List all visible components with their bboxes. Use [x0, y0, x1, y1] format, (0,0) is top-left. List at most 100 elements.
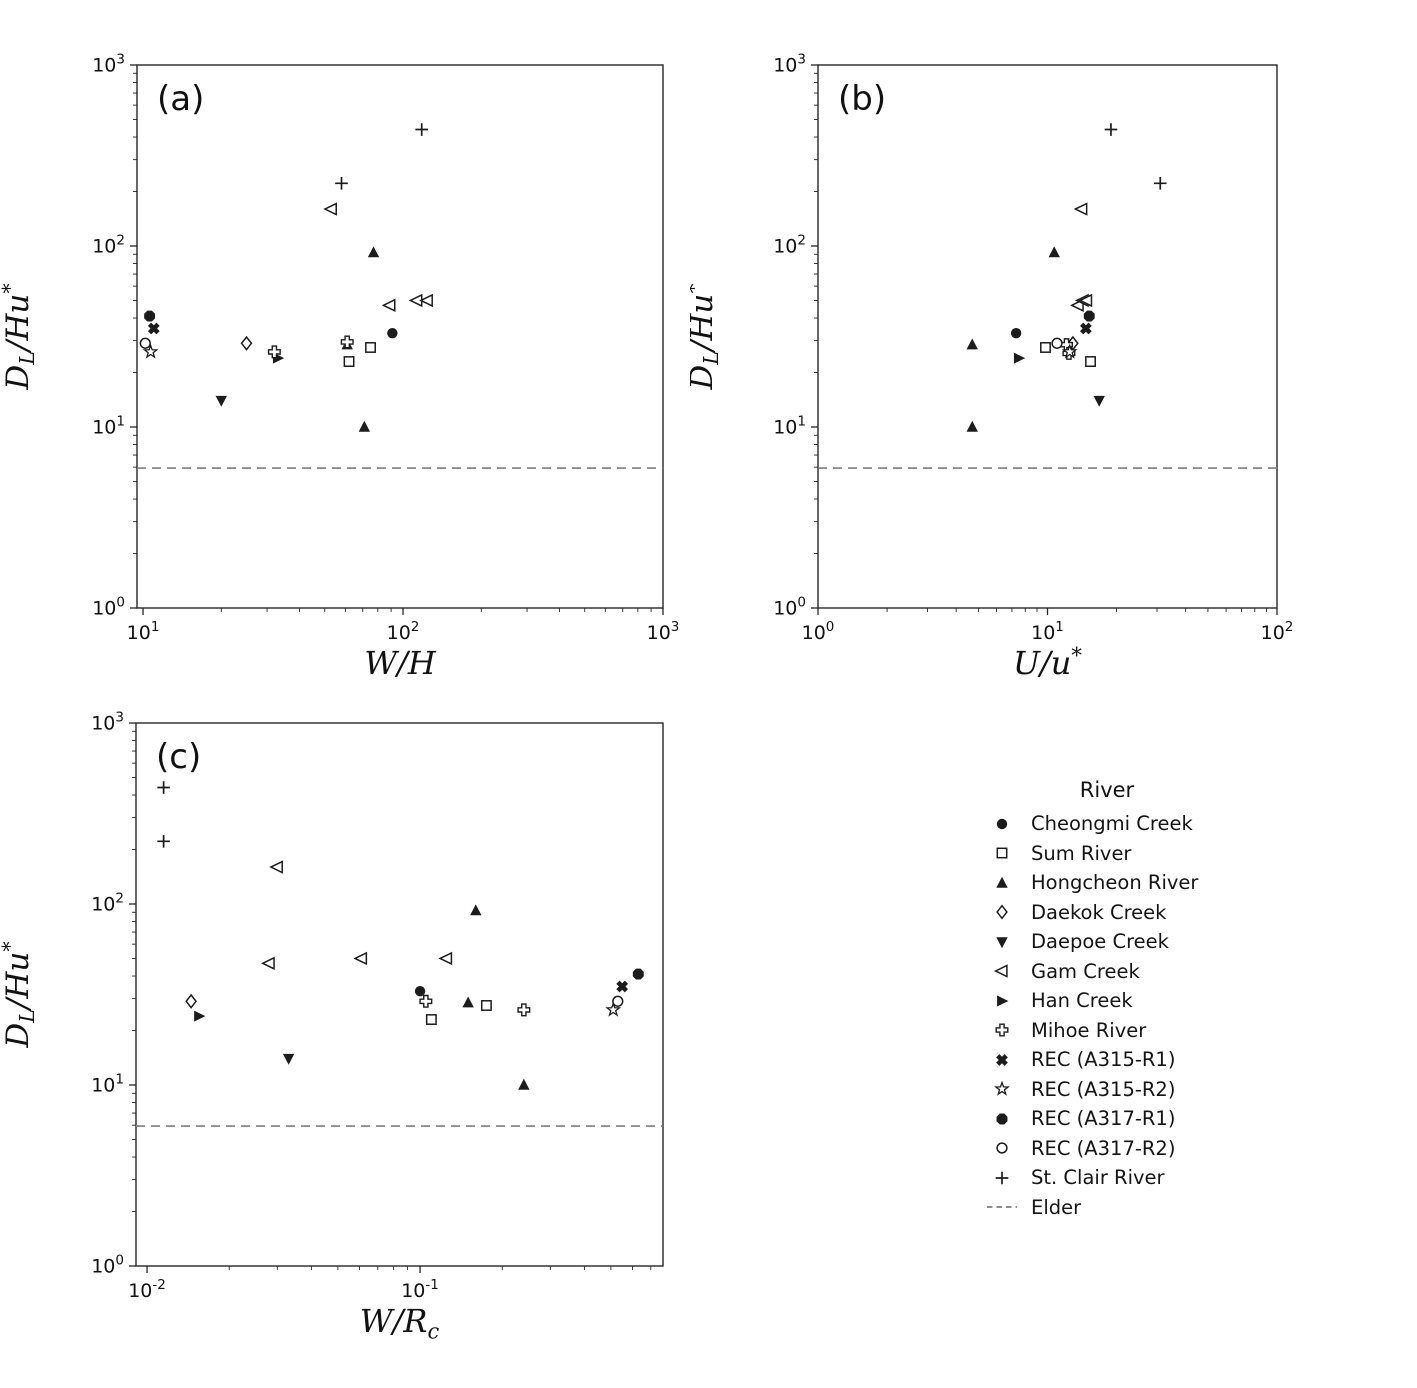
chart-b: 100 101 102 100 101 102 103 (b) U/u* DL/Hu*	[690, 52, 1293, 683]
dashed_line-icon	[982, 1197, 1022, 1217]
y-tick-label: 101	[91, 1072, 124, 1097]
series-daepoe-creek	[282, 1053, 295, 1065]
x_filled-legend-glyph	[996, 1053, 1008, 1066]
data-point-marker	[1010, 327, 1022, 339]
data-point-marker	[1048, 246, 1060, 258]
panel-label-b: (b)	[838, 79, 886, 119]
legend-item-label: St. Clair River	[1031, 1166, 1165, 1190]
series-gam-creek	[323, 202, 433, 313]
legend-item: REC (A315-R1)	[982, 1045, 1402, 1075]
data-point-marker	[1093, 395, 1105, 407]
y-tick-label: 100	[92, 595, 125, 620]
data-point-marker	[1083, 310, 1095, 322]
series-rec-a315-r1	[147, 322, 160, 335]
plus_line-legend-glyph	[995, 1171, 1009, 1185]
legend-item: Mihoe River	[982, 1016, 1402, 1046]
y-axis-label: DL/Hu*	[690, 283, 723, 390]
x-axis-label: U/u*	[1013, 643, 1082, 683]
series-han-creek	[194, 1010, 206, 1022]
star_open-icon	[982, 1079, 1022, 1099]
series-cheongmi-creek	[1010, 327, 1022, 339]
legend-item: REC (A315-R2)	[982, 1075, 1402, 1105]
data-point-marker	[261, 956, 275, 971]
legend-item-label: Cheongmi Creek	[1031, 812, 1193, 836]
data-point-marker	[215, 395, 227, 407]
triangle_down_filled-legend-glyph	[996, 937, 1008, 948]
data-point-marker	[1013, 352, 1026, 364]
panel-b: 100 101 102 100 101 102 103 (b) U/u* DL/Hu*	[690, 0, 1417, 700]
data-point-marker	[240, 335, 253, 351]
axes-frame	[136, 64, 664, 609]
legend-item-label: REC (A317-R2)	[1031, 1136, 1176, 1160]
data-point-marker	[462, 996, 474, 1008]
legend-item: Daepoe Creek	[982, 927, 1402, 957]
circle_filled-legend-glyph	[996, 818, 1008, 829]
octagon_filled-icon	[982, 1109, 1022, 1129]
triangle_left_open-icon	[982, 961, 1022, 981]
data-point-marker	[267, 345, 281, 359]
y-tick-label: 100	[773, 595, 806, 620]
legend-item: Han Creek	[982, 986, 1402, 1016]
triangle_left_open-legend-glyph	[993, 964, 1008, 978]
data-point-marker	[343, 356, 355, 367]
data-point-marker	[518, 1078, 530, 1090]
data-point-marker	[612, 995, 624, 1007]
series-gam-creek	[261, 860, 453, 971]
series-daepoe-creek	[1093, 395, 1105, 407]
series-rec-a317-r1	[144, 310, 156, 322]
data-point-marker	[419, 994, 433, 1008]
data-point-marker	[157, 835, 170, 848]
data-point-marker	[419, 293, 433, 308]
series-rec-a317-r2	[1051, 337, 1063, 349]
x-axis-label: W/Rc	[360, 1302, 440, 1343]
y-tick-label: 103	[92, 52, 125, 77]
legend-item: Sum River	[982, 839, 1402, 869]
data-point-marker	[1080, 322, 1092, 335]
legend-item: Hongcheon River	[982, 868, 1402, 898]
axis-ticks	[129, 722, 652, 1273]
legend-item-label: REC (A317-R1)	[1031, 1107, 1176, 1131]
legend-item-label: Elder	[1031, 1195, 1082, 1219]
legend-item: REC (A317-R1)	[982, 1104, 1402, 1134]
legend-item-label: Daekok Creek	[1031, 900, 1167, 924]
series-daekok-creek	[185, 993, 197, 1009]
legend-item: Daekok Creek	[982, 898, 1402, 928]
data-point-marker	[157, 781, 170, 794]
data-point-marker	[358, 420, 371, 432]
legend-item-label: Sum River	[1031, 841, 1132, 865]
data-point-marker	[517, 1003, 531, 1017]
circle_open-icon	[982, 1138, 1022, 1158]
legend-item-label: Mihoe River	[1031, 1018, 1147, 1042]
legend-item: St. Clair River	[982, 1163, 1402, 1193]
y-tick-label: 103	[773, 52, 806, 77]
octagon_filled-legend-glyph	[996, 1113, 1008, 1125]
series-rec-a315-r2	[1061, 343, 1078, 359]
x-tick-label: 101	[1031, 619, 1064, 644]
series-rec-a317-r2	[139, 337, 151, 349]
series-rec-a317-r1	[1083, 310, 1095, 322]
data-point-marker	[142, 343, 159, 359]
data-point-marker	[1073, 202, 1088, 216]
legend-title: River	[1079, 778, 1135, 802]
data-point-marker	[185, 993, 197, 1009]
panel-label-c: (c)	[156, 737, 201, 777]
data-point-marker	[1051, 337, 1063, 349]
series-cheongmi-creek	[387, 327, 398, 339]
axis-ticks	[130, 64, 664, 615]
series-rec-a317-r2	[612, 995, 624, 1007]
x_filled-icon	[982, 1050, 1022, 1070]
data-point-marker	[139, 337, 151, 349]
series-st-clair-river	[1104, 123, 1167, 190]
data-point-marker	[147, 322, 160, 335]
data-point-marker	[415, 123, 429, 136]
data-point-marker	[387, 327, 398, 339]
series-st-clair-river	[335, 123, 429, 190]
data-point-marker	[340, 335, 354, 349]
data-point-marker	[323, 202, 337, 216]
triangle_down_filled-icon	[982, 932, 1022, 952]
plus_open-legend-glyph	[995, 1023, 1009, 1037]
series-rec-a317-r1	[632, 968, 644, 980]
data-point-marker	[966, 338, 978, 350]
